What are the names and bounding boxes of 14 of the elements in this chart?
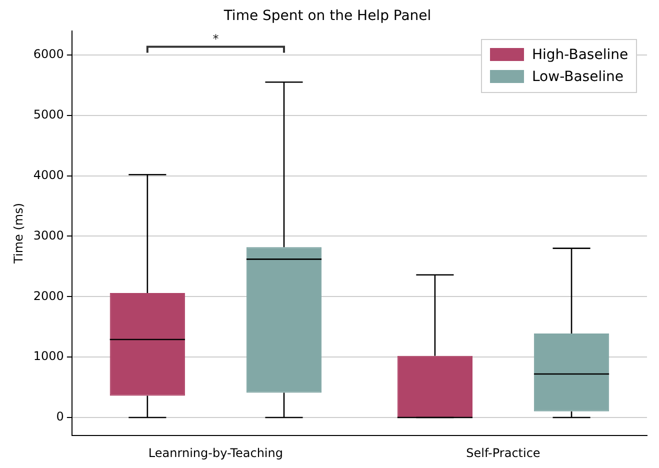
y-tick-label: 3000 xyxy=(33,228,64,242)
legend-label: Low-Baseline xyxy=(532,68,624,87)
x-tick-label: Self-Practice xyxy=(466,446,540,460)
annotation: * xyxy=(212,32,219,46)
chart-title: Time Spent on the Help Panel xyxy=(222,8,432,24)
y-axis-title: Time (ms) xyxy=(11,202,26,264)
y-tick-label: 6000 xyxy=(33,47,64,62)
y-tick-label: 2000 xyxy=(33,288,64,303)
y-tick-label: 5000 xyxy=(33,108,64,122)
legend-label: High-Baseline xyxy=(532,46,628,65)
y-tick-label: 1000 xyxy=(33,349,64,364)
y-tick-label: 4000 xyxy=(33,168,64,182)
x-tick-label: Leanrning-by-Teaching xyxy=(148,446,283,460)
y-tick-label: 0 xyxy=(56,410,64,424)
